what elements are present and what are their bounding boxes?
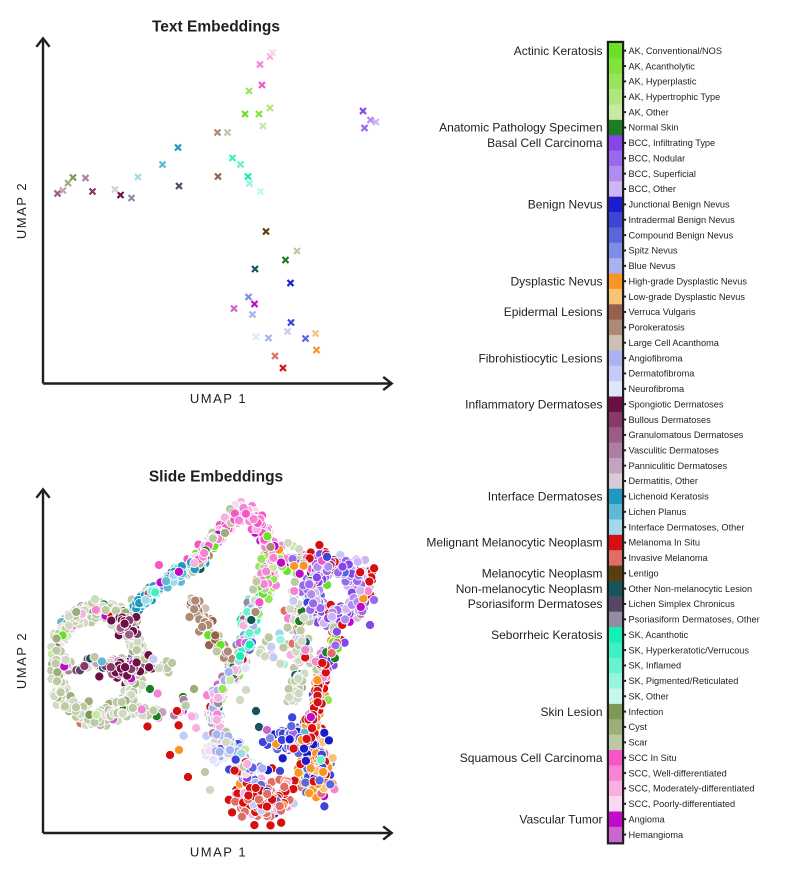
svg-text:Angioma: Angioma xyxy=(629,814,666,824)
svg-text:Intradermal Benign Nevus: Intradermal Benign Nevus xyxy=(629,215,736,225)
svg-text:Low-grade Dysplastic Nevus: Low-grade Dysplastic Nevus xyxy=(629,292,746,302)
svg-text:SK, Pigmented/Reticulated: SK, Pigmented/Reticulated xyxy=(629,676,739,686)
svg-text:Infection: Infection xyxy=(629,707,664,717)
svg-text:Skin Lesion: Skin Lesion xyxy=(540,705,602,719)
svg-text:SCC In Situ: SCC In Situ xyxy=(629,753,677,763)
svg-text:Spongiotic Dermatoses: Spongiotic Dermatoses xyxy=(629,399,724,409)
svg-text:BCC, Infiltrating Type: BCC, Infiltrating Type xyxy=(629,138,716,148)
svg-text:UMAP 2: UMAP 2 xyxy=(14,182,29,239)
svg-text:Porokeratosis: Porokeratosis xyxy=(629,323,686,333)
svg-text:UMAP 1: UMAP 1 xyxy=(190,845,247,860)
svg-text:UMAP 2: UMAP 2 xyxy=(14,632,29,689)
svg-text:Compound Benign Nevus: Compound Benign Nevus xyxy=(629,230,734,240)
svg-text:High-grade Dysplastic Nevus: High-grade Dysplastic Nevus xyxy=(629,276,748,286)
svg-text:Neurofibroma: Neurofibroma xyxy=(629,384,686,394)
svg-text:BCC, Nodular: BCC, Nodular xyxy=(629,153,686,163)
svg-text:Anatomic Pathology Specimen: Anatomic Pathology Specimen xyxy=(439,121,602,135)
svg-text:Non-melanocytic Neoplasm: Non-melanocytic Neoplasm xyxy=(456,582,603,596)
svg-text:Granulomatous Dermatoses: Granulomatous Dermatoses xyxy=(629,430,744,440)
svg-text:Hemangioma: Hemangioma xyxy=(629,830,685,840)
svg-text:Melignant Melanocytic Neoplasm: Melignant Melanocytic Neoplasm xyxy=(426,536,602,550)
svg-text:UMAP 1: UMAP 1 xyxy=(190,391,247,406)
svg-text:SCC, Poorly-differentiated: SCC, Poorly-differentiated xyxy=(629,799,736,809)
svg-text:Junctional Benign Nevus: Junctional Benign Nevus xyxy=(629,200,731,210)
svg-text:Slide Embeddings: Slide Embeddings xyxy=(149,469,283,486)
svg-text:AK, Other: AK, Other xyxy=(629,107,669,117)
svg-text:Dermatofibroma: Dermatofibroma xyxy=(629,369,696,379)
svg-text:Invasive Melanoma: Invasive Melanoma xyxy=(629,553,709,563)
svg-text:Other Non-melanocytic Lesion: Other Non-melanocytic Lesion xyxy=(629,584,753,594)
svg-text:SCC, Moderately-differentiated: SCC, Moderately-differentiated xyxy=(629,784,755,794)
svg-text:AK, Conventional/NOS: AK, Conventional/NOS xyxy=(629,46,722,56)
svg-text:Dermatitis, Other: Dermatitis, Other xyxy=(629,476,698,486)
svg-text:Bullous Dermatoses: Bullous Dermatoses xyxy=(629,415,712,425)
svg-text:AK, Acantholytic: AK, Acantholytic xyxy=(629,61,696,71)
svg-text:SCC, Well-differentiated: SCC, Well-differentiated xyxy=(629,768,727,778)
svg-text:Text Embeddings: Text Embeddings xyxy=(152,19,280,36)
svg-text:Benign Nevus: Benign Nevus xyxy=(528,198,603,212)
svg-text:Lichen Planus: Lichen Planus xyxy=(629,507,687,517)
svg-text:Scar: Scar xyxy=(629,738,648,748)
svg-text:Psoriasiform Dermatoses, Other: Psoriasiform Dermatoses, Other xyxy=(629,615,760,625)
svg-text:AK, Hyperplastic: AK, Hyperplastic xyxy=(629,77,697,87)
svg-text:Vasculitic Dermatoses: Vasculitic Dermatoses xyxy=(629,446,720,456)
svg-text:Epidermal Lesions: Epidermal Lesions xyxy=(504,305,603,319)
svg-text:Spitz Nevus: Spitz Nevus xyxy=(629,246,678,256)
svg-text:Lichenoid Keratosis: Lichenoid Keratosis xyxy=(629,492,710,502)
svg-text:SK, Hyperkeratotic/Verrucous: SK, Hyperkeratotic/Verrucous xyxy=(629,645,750,655)
svg-text:Lichen Simplex Chronicus: Lichen Simplex Chronicus xyxy=(629,599,736,609)
svg-text:AK, Hypertrophic Type: AK, Hypertrophic Type xyxy=(629,92,721,102)
svg-text:Cyst: Cyst xyxy=(629,722,648,732)
svg-text:Psoriasiform Dermatoses: Psoriasiform Dermatoses xyxy=(468,597,603,611)
svg-text:Dysplastic Nevus: Dysplastic Nevus xyxy=(510,274,602,288)
svg-text:Melanoma In Situ: Melanoma In Situ xyxy=(629,538,701,548)
svg-text:Large Cell Acanthoma: Large Cell Acanthoma xyxy=(629,338,720,348)
svg-text:Basal Cell Carcinoma: Basal Cell Carcinoma xyxy=(487,136,603,150)
svg-text:Blue Nevus: Blue Nevus xyxy=(629,261,676,271)
svg-text:BCC, Other: BCC, Other xyxy=(629,184,676,194)
svg-text:Panniculitic Dermatoses: Panniculitic Dermatoses xyxy=(629,461,728,471)
svg-text:Verruca Vulgaris: Verruca Vulgaris xyxy=(629,307,696,317)
svg-text:SK, Other: SK, Other xyxy=(629,691,669,701)
svg-text:SK, Acanthotic: SK, Acanthotic xyxy=(629,630,689,640)
svg-text:BCC, Superficial: BCC, Superficial xyxy=(629,169,696,179)
svg-text:Vascular Tumor: Vascular Tumor xyxy=(519,812,602,826)
svg-text:Inflammatory Dermatoses: Inflammatory Dermatoses xyxy=(465,397,602,411)
svg-text:Actinic Keratosis: Actinic Keratosis xyxy=(514,44,603,58)
svg-text:Lentigo: Lentigo xyxy=(629,568,659,578)
svg-text:Interface Dermatoses, Other: Interface Dermatoses, Other xyxy=(629,522,745,532)
svg-text:Normal Skin: Normal Skin xyxy=(629,123,679,133)
svg-text:Angiofibroma: Angiofibroma xyxy=(629,353,684,363)
svg-text:Melanocytic Neoplasm: Melanocytic Neoplasm xyxy=(482,566,603,580)
svg-text:Seborrheic Keratosis: Seborrheic Keratosis xyxy=(491,628,602,642)
svg-text:SK, Inflamed: SK, Inflamed xyxy=(629,661,682,671)
svg-text:Squamous Cell Carcinoma: Squamous Cell Carcinoma xyxy=(460,751,603,765)
svg-text:Interface Dermatoses: Interface Dermatoses xyxy=(488,490,603,504)
svg-text:Fibrohistiocytic Lesions: Fibrohistiocytic Lesions xyxy=(478,351,602,365)
